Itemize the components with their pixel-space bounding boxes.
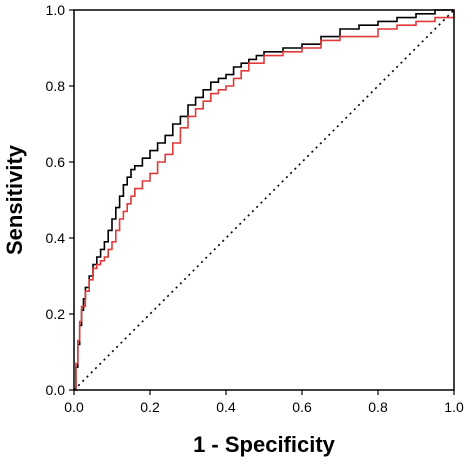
x-tick-label: 0.2: [140, 399, 160, 415]
y-axis-title: Sensitivity: [2, 144, 27, 255]
y-axis-ticks: 0.0 0.2 0.4 0.6 0.8 1.0: [46, 2, 74, 398]
y-tick-label: 1.0: [46, 2, 66, 18]
y-tick-label: 0.6: [46, 154, 66, 170]
x-axis-title: 1 - Specificity: [193, 432, 336, 457]
y-tick-label: 0.4: [46, 230, 66, 246]
plot-frame: [73, 9, 455, 391]
y-tick-label: 0.2: [46, 306, 66, 322]
plot-series: [73, 9, 455, 391]
roc-curve-red: [74, 10, 455, 391]
y-tick-label: 0.8: [46, 78, 66, 94]
x-tick-label: 0.6: [292, 399, 312, 415]
x-tick-label: 0.0: [64, 399, 84, 415]
x-tick-label: 0.8: [368, 399, 388, 415]
x-tick-label: 0.4: [216, 399, 236, 415]
x-tick-label: 1.0: [444, 399, 464, 415]
x-axis-ticks: 0.0 0.2 0.4 0.6 0.8 1.0: [64, 390, 464, 415]
y-tick-label: 0.0: [46, 382, 66, 398]
